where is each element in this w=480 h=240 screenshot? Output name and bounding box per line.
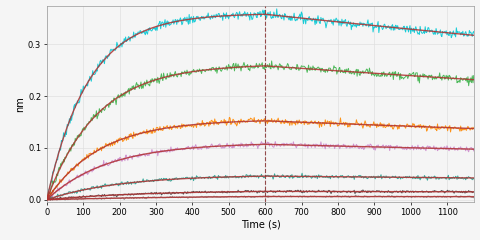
Y-axis label: nm: nm <box>15 96 25 112</box>
X-axis label: Time (s): Time (s) <box>240 220 280 230</box>
